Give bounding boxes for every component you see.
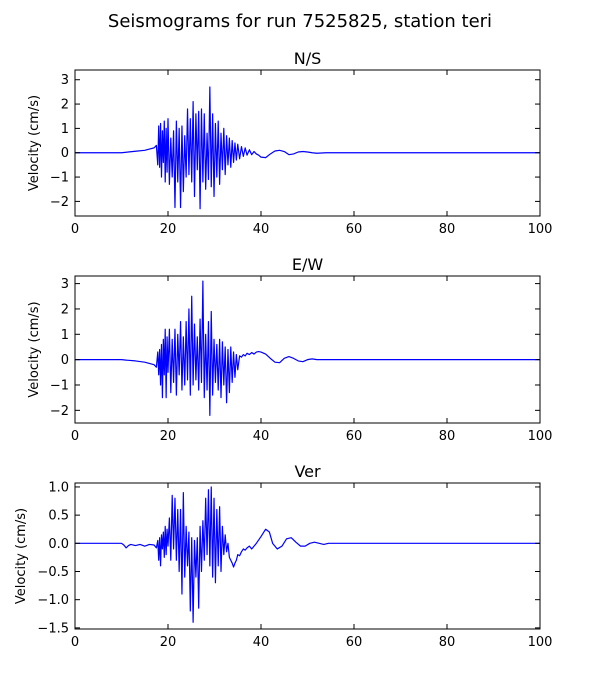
x-tick-label: 80 xyxy=(439,429,456,444)
x-tick-label: 100 xyxy=(528,429,553,444)
y-axis-label: Velocity (cm/s) xyxy=(27,95,42,191)
panel-3: Ver 0 20 40 60 80 100 −1.5 −1.0 −0.5 0.0 0.5 1.0 Velo… xyxy=(14,462,552,650)
y-tick-label: 2 xyxy=(61,302,69,317)
y-tick-label: 1 xyxy=(61,328,69,343)
x-tick-label: 40 xyxy=(253,222,270,237)
x-tick-label: 100 xyxy=(528,222,553,237)
y-tick-label: 3 xyxy=(61,73,69,88)
x-tick-label: 80 xyxy=(439,635,456,650)
y-tick-label: −0.5 xyxy=(37,565,69,580)
y-tick-label: −1.0 xyxy=(37,593,69,608)
y-axis-label: Velocity (cm/s) xyxy=(14,508,29,604)
x-tick-label: 20 xyxy=(160,222,177,237)
series-line xyxy=(75,486,540,623)
x-tick-label: 20 xyxy=(160,635,177,650)
panel-1: N/S 0 20 40 60 80 100 −2 −1 0 1 2 3 Velocity (cm/s) xyxy=(27,49,552,237)
x-tick-label: 0 xyxy=(71,222,79,237)
y-tick-label: 0 xyxy=(61,146,69,161)
panel-title: E/W xyxy=(292,255,324,274)
y-tick-label: −2 xyxy=(50,195,69,210)
y-tick-label: 0 xyxy=(61,353,69,368)
x-tick-label: 0 xyxy=(71,429,79,444)
y-tick-label: 0.5 xyxy=(48,509,69,524)
x-tick-label: 40 xyxy=(253,635,270,650)
plot-frame xyxy=(74,275,541,424)
y-tick-label: 2 xyxy=(61,98,69,113)
figure-title: Seismograms for run 7525825, station ter… xyxy=(107,11,493,32)
panel-2: E/W 0 20 40 60 80 100 −2 −1 0 1 2 3 Velocity (cm/s) xyxy=(27,255,552,444)
x-tick-label: 100 xyxy=(528,635,553,650)
y-tick-label: 1.0 xyxy=(48,480,69,495)
panel-title: N/S xyxy=(294,49,322,68)
x-tick-label: 60 xyxy=(346,429,363,444)
y-tick-label: −1.5 xyxy=(37,621,69,636)
panel-title: Ver xyxy=(294,462,321,481)
series-line xyxy=(75,86,540,210)
y-tick-label: 1 xyxy=(61,122,69,137)
x-tick-label: 60 xyxy=(346,222,363,237)
x-tick-label: 80 xyxy=(439,222,456,237)
x-tick-label: 60 xyxy=(346,635,363,650)
y-tick-label: −2 xyxy=(50,404,69,419)
plot-frame xyxy=(74,482,541,630)
y-tick-label: −1 xyxy=(50,378,69,393)
y-tick-label: 3 xyxy=(61,277,69,292)
plot-frame xyxy=(74,69,541,217)
y-tick-label: −1 xyxy=(50,171,69,186)
x-tick-label: 40 xyxy=(253,429,270,444)
series-line xyxy=(75,280,540,416)
x-tick-label: 20 xyxy=(160,429,177,444)
x-tick-label: 0 xyxy=(71,635,79,650)
y-tick-label: 0.0 xyxy=(48,537,69,552)
y-axis-label: Velocity (cm/s) xyxy=(27,301,42,397)
